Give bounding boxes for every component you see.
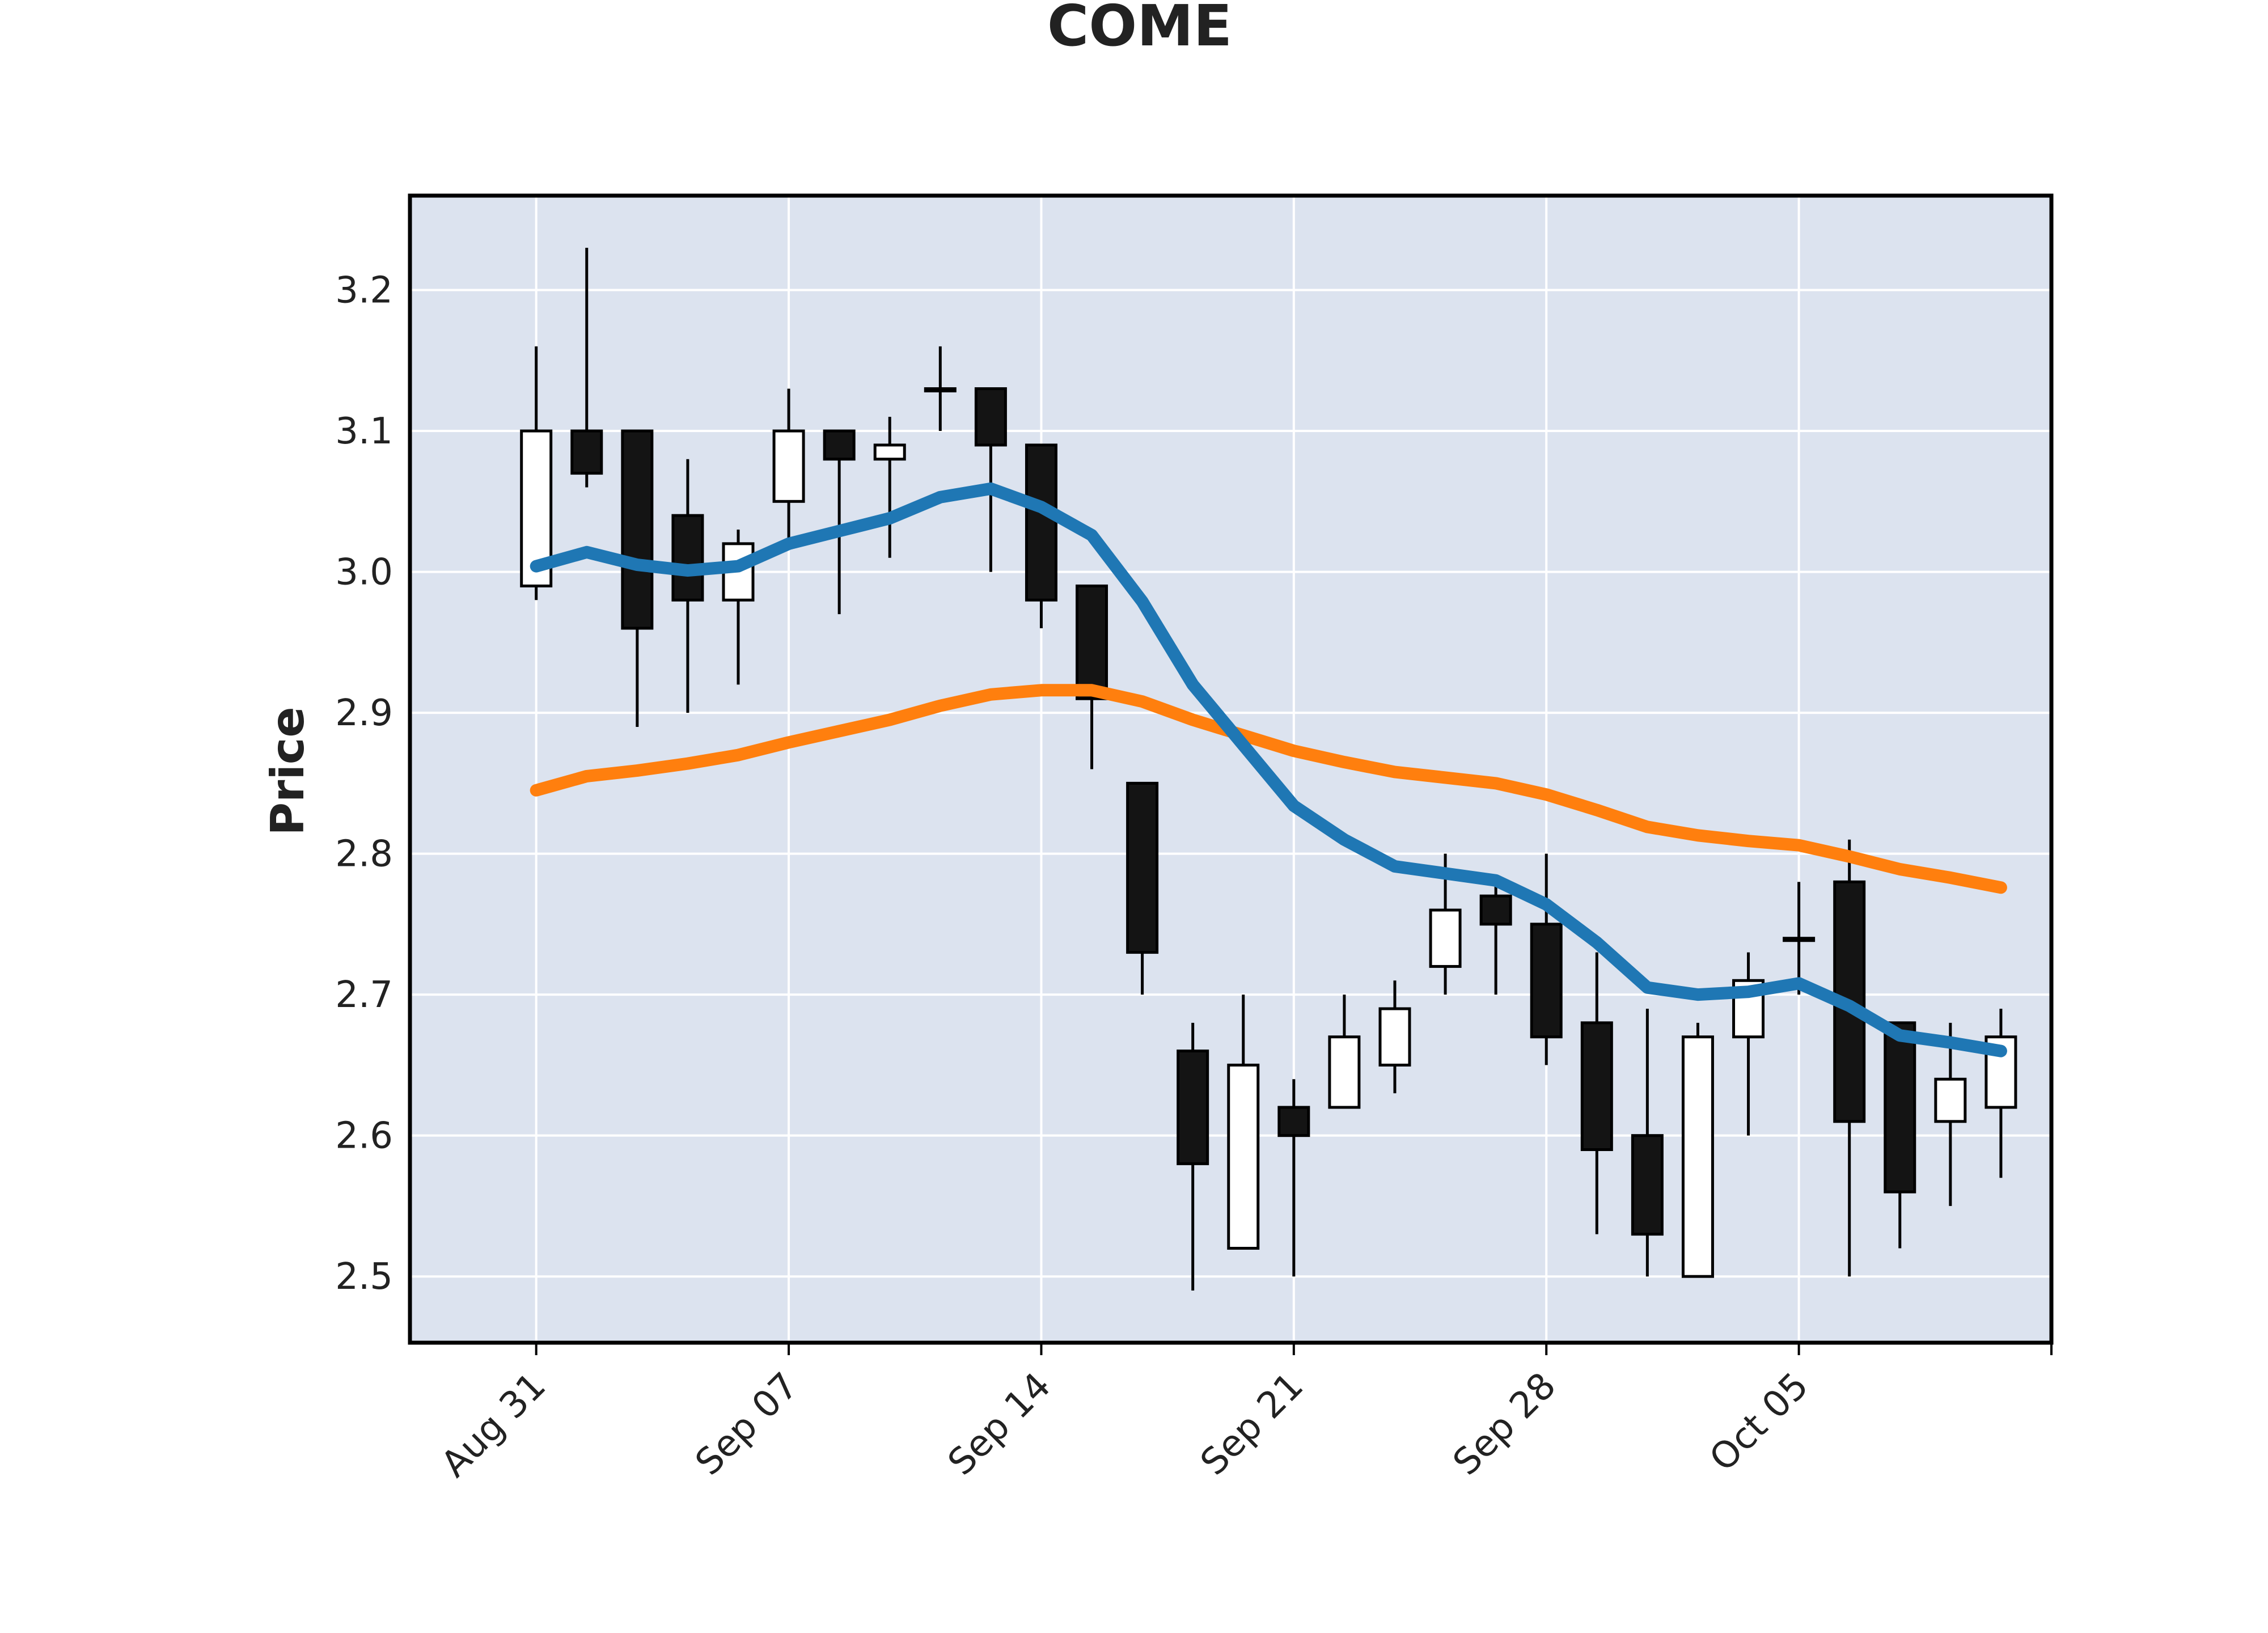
plot-frame xyxy=(408,193,2054,1345)
candle-body-up xyxy=(1378,1007,1411,1067)
candles xyxy=(520,247,2017,1291)
candle xyxy=(772,388,805,544)
candle xyxy=(1783,882,1816,995)
candle-body-down xyxy=(1277,1106,1310,1137)
candle-body-down xyxy=(570,429,603,475)
candle xyxy=(1126,781,1159,995)
candle xyxy=(1378,980,1411,1094)
candle-body-up xyxy=(772,429,805,503)
candle-body-down xyxy=(974,387,1007,447)
candle-body-up xyxy=(1783,937,1816,942)
candle xyxy=(1580,952,1613,1234)
candle xyxy=(924,346,957,431)
candle xyxy=(1076,584,1108,769)
x-tick-label: Sep 21 xyxy=(1193,1365,1312,1484)
y-tick-label: 2.8 xyxy=(335,834,393,875)
candle xyxy=(1934,1022,1967,1206)
candle xyxy=(1479,882,1512,995)
candle-body-down xyxy=(1126,781,1159,954)
y-tick-label: 2.7 xyxy=(335,974,393,1016)
candle-body-up xyxy=(1227,1063,1260,1250)
candle xyxy=(671,459,704,713)
candle xyxy=(570,247,603,488)
x-tick-labels: Aug 31 Sep 07 Sep 14 Sep 21 Sep 28 Oct 05 xyxy=(433,1365,1817,1486)
y-tick-label: 2.6 xyxy=(335,1115,393,1157)
candle-body-down xyxy=(1177,1050,1209,1165)
y-tick-label: 2.9 xyxy=(335,692,393,734)
x-tick-label: Sep 28 xyxy=(1445,1365,1564,1484)
candle xyxy=(873,417,906,558)
x-tick-label: Sep 14 xyxy=(940,1365,1059,1484)
x-tick-label: Sep 07 xyxy=(688,1365,807,1484)
ma-long-line xyxy=(530,684,2007,894)
candle-body-up xyxy=(1934,1077,1967,1123)
candle-body-up xyxy=(924,387,957,392)
candle-body-down xyxy=(1580,1021,1613,1152)
y-tick-labels: 2.5 2.6 2.7 2.8 2.9 3.0 3.1 3.2 xyxy=(335,270,393,1298)
candle-body-down xyxy=(1479,894,1512,926)
y-tick-label: 3.1 xyxy=(335,411,393,452)
candle-body-up xyxy=(1429,908,1462,968)
candle-body-down xyxy=(823,429,856,461)
candle-body-up xyxy=(1681,1035,1714,1278)
candle-body-down xyxy=(621,429,654,630)
candle xyxy=(1025,443,1057,628)
candle-body-down xyxy=(671,514,704,602)
y-tick-label: 3.2 xyxy=(335,270,393,312)
x-tick-label: Aug 31 xyxy=(433,1365,554,1486)
y-tick-label: 2.5 xyxy=(335,1256,393,1298)
moving-averages xyxy=(530,482,2007,1057)
candle-body-down xyxy=(1025,443,1057,602)
candle xyxy=(1884,1021,1916,1249)
candle-body-down xyxy=(1631,1134,1664,1236)
candle-body-down xyxy=(1076,584,1108,700)
ma-short-line xyxy=(530,482,2007,1057)
candle xyxy=(1177,1022,1209,1291)
candle xyxy=(621,429,654,727)
candle xyxy=(1227,995,1260,1250)
candle xyxy=(1530,853,1563,1065)
y-tick-label: 3.0 xyxy=(335,552,393,594)
y-axis-label: Price xyxy=(261,706,314,835)
candle-body-down xyxy=(1884,1021,1916,1194)
x-tick-label: Oct 05 xyxy=(1702,1365,1817,1480)
candle-body-up xyxy=(873,443,906,461)
candle xyxy=(823,429,856,615)
candle-body-up xyxy=(1328,1035,1361,1109)
candle xyxy=(1681,1022,1714,1278)
candle xyxy=(974,387,1007,572)
candle xyxy=(1277,1079,1310,1277)
candle-body-down xyxy=(1530,923,1563,1039)
chart-title: COME xyxy=(1047,0,1232,59)
candle xyxy=(1631,1008,1664,1277)
candle xyxy=(1328,995,1361,1109)
